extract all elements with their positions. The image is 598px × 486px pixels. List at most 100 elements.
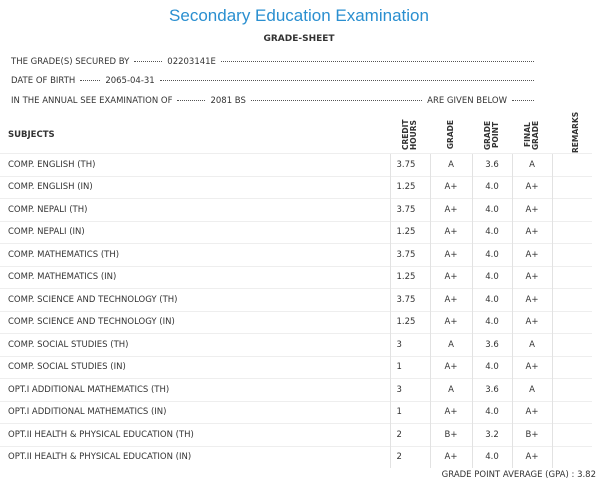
leader [134, 61, 163, 62]
subject-cell: COMP. MATHEMATICS (TH) [0, 243, 390, 266]
grade-cell: 1.25 [389, 310, 430, 334]
table-row: COMP. SCIENCE AND TECHNOLOGY (IN) 1.25 A+ 4… [0, 310, 592, 334]
grade-cell: A+ [511, 445, 552, 468]
remarks-cell [551, 423, 592, 446]
remarks-cell [551, 400, 592, 424]
suffix: ARE GIVEN BELOW [427, 96, 507, 106]
column-header-text: REMARKS [571, 111, 580, 153]
grade-cell: 4.0 [471, 220, 512, 244]
remarks-cell [551, 445, 592, 468]
grade-cell: 1 [389, 400, 430, 424]
grade-cell: A+ [511, 265, 552, 289]
table-row: OPT.I ADDITIONAL MATHEMATICS (IN) 1 A+ 4.0 A… [0, 400, 592, 424]
grade-cell: 4.0 [471, 400, 512, 424]
table-row: COMP. ENGLISH (IN) 1.25 A+ 4.0 A+ [0, 175, 592, 199]
grade-cell: A [429, 378, 472, 401]
grade-cell: A+ [429, 243, 472, 266]
grade-cell: A [429, 333, 472, 356]
leader [250, 100, 423, 101]
table-row: COMP. SOCIAL STUDIES (IN) 1 A+ 4.0 A+ [0, 355, 592, 379]
grade-cell: A+ [429, 400, 472, 424]
grade-cell: 2 [389, 423, 430, 446]
label: THE GRADE(S) SECURED BY [11, 57, 130, 67]
grade-cell: 4.0 [471, 198, 512, 221]
table-row: OPT.II HEALTH & PHYSICAL EDUCATION (TH) 2… [0, 423, 592, 446]
column-header: GRADE POINT [472, 116, 512, 154]
leader [177, 100, 206, 101]
remarks-cell [551, 243, 592, 266]
grade-cell: B+ [429, 423, 472, 446]
grade-cell: 3 [389, 333, 430, 356]
subject-cell: OPT.II HEALTH & PHYSICAL EDUCATION (IN) [0, 445, 390, 468]
leader [80, 80, 101, 81]
grade-cell: 3.2 [471, 423, 512, 446]
subject-cell: COMP. ENGLISH (IN) [0, 175, 390, 199]
remarks-cell [551, 310, 592, 334]
grade-cell: 3.75 [389, 288, 430, 311]
column-header-text: GRADE POINT [483, 119, 500, 150]
grade-cell: 1 [389, 355, 430, 379]
leader [220, 61, 534, 62]
table-row: COMP. MATHEMATICS (IN) 1.25 A+ 4.0 A+ [0, 265, 592, 289]
grade-cell: 1.25 [389, 220, 430, 244]
column-header: CREDIT HOURS [390, 116, 430, 154]
remarks-cell [551, 198, 592, 221]
table-row: COMP. SOCIAL STUDIES (TH) 3 A 3.6 A [0, 333, 592, 356]
grade-cell: 3.6 [471, 378, 512, 401]
grade-cell: 4.0 [471, 243, 512, 266]
grade-cell: 3.75 [389, 153, 430, 176]
grade-cell: 4.0 [471, 355, 512, 379]
column-header: SUBJECTS [8, 129, 55, 140]
grade-cell: A+ [511, 243, 552, 266]
value: 2081 BS [210, 96, 246, 106]
symbol-line: THE GRADE(S) SECURED BY 02203141E [11, 57, 539, 67]
grade-cell: 3.6 [471, 153, 512, 176]
gpa: GRADE POINT AVERAGE (GPA) : 3.82 [442, 470, 596, 480]
grade-cell: 1.25 [389, 265, 430, 289]
subtitle: GRADE-SHEET [263, 34, 335, 44]
grade-cell: A+ [511, 288, 552, 311]
leader [159, 80, 534, 81]
grade-cell: A+ [429, 175, 472, 199]
table-row: OPT.II HEALTH & PHYSICAL EDUCATION (IN) 2… [0, 445, 592, 468]
grade-cell: A+ [511, 355, 552, 379]
label: IN THE ANNUAL SEE EXAMINATION OF [11, 96, 173, 106]
grade-table: SUBJECTS CREDIT HOURS GRADE GRADE POINT FINA… [0, 111, 592, 468]
grade-cell: 3 [389, 378, 430, 401]
label: DATE OF BIRTH [11, 76, 76, 86]
gpa-label: GRADE POINT AVERAGE (GPA) : [441, 470, 575, 480]
remarks-cell [551, 153, 592, 176]
remarks-cell [551, 288, 592, 311]
subject-cell: OPT.II HEALTH & PHYSICAL EDUCATION (TH) [0, 423, 390, 446]
grade-cell: A [429, 153, 472, 176]
grade-cell: A+ [429, 288, 472, 311]
grade-cell: 4.0 [471, 288, 512, 311]
grade-cell: 4.0 [471, 310, 512, 334]
remarks-cell [551, 333, 592, 356]
exam-line: IN THE ANNUAL SEE EXAMINATION OF 2081 BS A… [11, 96, 539, 106]
table-row: OPT.I ADDITIONAL MATHEMATICS (TH) 3 A 3.6 A [0, 378, 592, 401]
remarks-cell [551, 175, 592, 199]
remarks-cell [551, 355, 592, 379]
title: Secondary Education Examination [169, 6, 429, 25]
subject-cell: COMP. SOCIAL STUDIES (IN) [0, 355, 390, 379]
value: 2065-04-31 [105, 76, 155, 86]
grade-cell: A [511, 153, 552, 176]
dob-line: DATE OF BIRTH 2065-04-31 [11, 76, 539, 86]
remarks-cell [551, 265, 592, 289]
grade-cell: A+ [511, 220, 552, 244]
value: 02203141E [167, 57, 216, 67]
table-row: COMP. MATHEMATICS (TH) 3.75 A+ 4.0 A+ [0, 243, 592, 266]
column-header: FINAL GRADE [512, 116, 552, 154]
grade-cell: A+ [429, 220, 472, 244]
grade-cell: 4.0 [471, 445, 512, 468]
leader [512, 100, 534, 101]
subject-cell: COMP. MATHEMATICS (IN) [0, 265, 390, 289]
subject-cell: COMP. SCIENCE AND TECHNOLOGY (IN) [0, 310, 390, 334]
subject-cell: COMP. SOCIAL STUDIES (TH) [0, 333, 390, 356]
table-row: COMP. ENGLISH (TH) 3.75 A 3.6 A [0, 153, 592, 176]
grade-cell: A+ [511, 310, 552, 334]
column-header-text: FINAL GRADE [523, 119, 540, 150]
grade-cell: A+ [511, 198, 552, 221]
